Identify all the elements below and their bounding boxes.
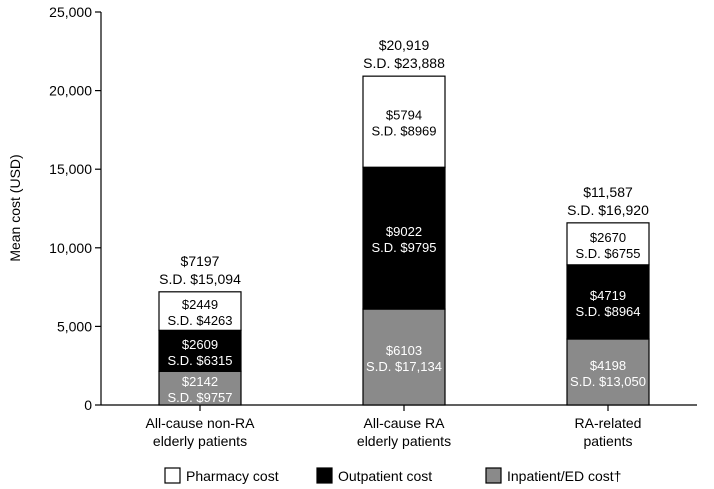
y-tick-label: 20,000 bbox=[49, 83, 92, 99]
segment-value-label: $2142 bbox=[182, 374, 218, 389]
y-tick-label: 15,000 bbox=[49, 161, 92, 177]
y-tick-label: 10,000 bbox=[49, 240, 92, 256]
segment-sd-label: S.D. $8964 bbox=[575, 304, 640, 319]
x-category-label: elderly patients bbox=[153, 433, 247, 449]
total-value-label: $7197 bbox=[181, 253, 220, 269]
x-category-label: RA-related bbox=[575, 415, 642, 431]
segment-value-label: $5794 bbox=[386, 108, 422, 123]
legend-label: Pharmacy cost bbox=[186, 468, 279, 484]
legend-label: Inpatient/ED cost† bbox=[507, 468, 621, 484]
bar-segment bbox=[566, 338, 650, 406]
x-category-label: elderly patients bbox=[357, 433, 451, 449]
y-axis-title: Mean cost (USD) bbox=[7, 154, 23, 261]
bar-segment bbox=[158, 329, 242, 372]
segment-sd-label: S.D. $4263 bbox=[167, 313, 232, 328]
bar-segment bbox=[362, 166, 446, 310]
bar-segment bbox=[566, 264, 650, 340]
segment-value-label: $2609 bbox=[182, 337, 218, 352]
legend-swatch bbox=[485, 467, 502, 484]
axes: 0 5,000 10,000 15,000 20,000 25,000 Mean cost … bbox=[7, 4, 697, 449]
total-sd-label: S.D. $23,888 bbox=[363, 55, 445, 71]
y-tick-label: 25,000 bbox=[49, 4, 92, 20]
segment-sd-label: S.D. $13,050 bbox=[570, 374, 646, 389]
segment-sd-label: S.D. $9795 bbox=[371, 240, 436, 255]
bar-segment bbox=[566, 222, 650, 266]
total-sd-label: S.D. $15,094 bbox=[159, 271, 241, 287]
total-sd-label: S.D. $16,920 bbox=[567, 202, 649, 218]
segment-sd-label: S.D. $8969 bbox=[371, 124, 436, 139]
bar-segment bbox=[158, 370, 242, 406]
bar-segment bbox=[362, 308, 446, 406]
legend-label: Outpatient cost bbox=[338, 468, 432, 484]
x-category-label: patients bbox=[583, 433, 632, 449]
segment-value-label: $2449 bbox=[182, 297, 218, 312]
segment-sd-label: S.D. $6755 bbox=[575, 246, 640, 261]
y-tick-label: 5,000 bbox=[57, 318, 92, 334]
legend-swatch bbox=[164, 467, 181, 484]
segment-sd-label: S.D. $6315 bbox=[167, 353, 232, 368]
bars bbox=[158, 75, 650, 406]
segment-value-label: $9022 bbox=[386, 224, 422, 239]
total-value-label: $11,587 bbox=[583, 184, 633, 200]
bar-segment bbox=[362, 75, 446, 168]
segment-value-label: $4198 bbox=[590, 358, 626, 373]
segment-sd-label: S.D. $9757 bbox=[167, 390, 232, 405]
legend-swatch bbox=[316, 467, 333, 484]
segment-value-label: $4719 bbox=[590, 288, 626, 303]
y-tick-label: 0 bbox=[84, 397, 92, 413]
bar-segment bbox=[158, 291, 242, 331]
total-value-label: $20,919 bbox=[379, 37, 430, 53]
x-category-label: All-cause non-RA bbox=[146, 415, 256, 431]
legend: Pharmacy cost Outpatient cost Inpatient/ED… bbox=[164, 467, 621, 484]
segment-value-label: $6103 bbox=[386, 343, 422, 358]
segment-sd-label: S.D. $17,134 bbox=[366, 359, 442, 374]
segment-value-label: $2670 bbox=[590, 230, 626, 245]
x-category-label: All-cause RA bbox=[364, 415, 446, 431]
